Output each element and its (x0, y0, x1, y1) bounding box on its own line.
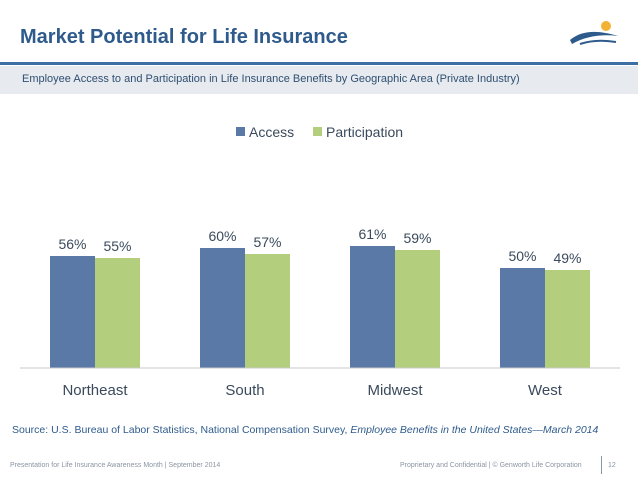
data-label-access: 56% (58, 236, 86, 252)
subtitle-bar: Employee Access to and Participation in … (0, 66, 638, 94)
data-label-participation: 59% (403, 230, 431, 246)
data-label-participation: 57% (253, 234, 281, 250)
title-rule (0, 62, 638, 65)
footer-left-text: Presentation for Life Insurance Awarenes… (10, 462, 221, 469)
footer-right-text: Proprietary and Confidential | © Genwort… (400, 462, 582, 469)
x-tick-label: Midwest (367, 382, 423, 399)
x-tick-label: South (225, 382, 264, 399)
x-tick-label: Northeast (62, 382, 128, 399)
bar-participation (245, 254, 290, 368)
company-logo-icon (570, 21, 618, 45)
data-label-access: 50% (508, 248, 536, 264)
bar-access (350, 246, 395, 368)
legend-label-access: Access (249, 124, 294, 140)
x-tick-label: West (528, 382, 563, 399)
legend-swatch-participation (313, 127, 322, 136)
source-title: Employee Benefits in the United States—M… (350, 424, 599, 436)
bar-access (200, 248, 245, 368)
legend-label-participation: Participation (326, 124, 403, 140)
bar-participation (545, 270, 590, 368)
bar-participation (395, 250, 440, 368)
source-prefix: Source: U.S. Bureau of Labor Statistics,… (12, 424, 351, 436)
chart-subtitle: Employee Access to and Participation in … (22, 73, 520, 85)
legend-swatch-access (236, 127, 245, 136)
bar-participation (95, 258, 140, 368)
data-label-participation: 49% (553, 250, 581, 266)
page-title: Market Potential for Life Insurance (20, 26, 348, 48)
bar-access (50, 256, 95, 368)
page-number: 12 (608, 462, 616, 469)
data-label-participation: 55% (103, 238, 131, 254)
bar-chart: Access Participation 56% 55% Northeast 60% 57%… (20, 124, 620, 399)
data-label-access: 61% (358, 226, 386, 242)
footer-divider (601, 456, 602, 474)
source-note: Source: U.S. Bureau of Labor Statistics,… (12, 424, 598, 436)
bar-access (500, 268, 545, 368)
data-label-access: 60% (208, 228, 236, 244)
